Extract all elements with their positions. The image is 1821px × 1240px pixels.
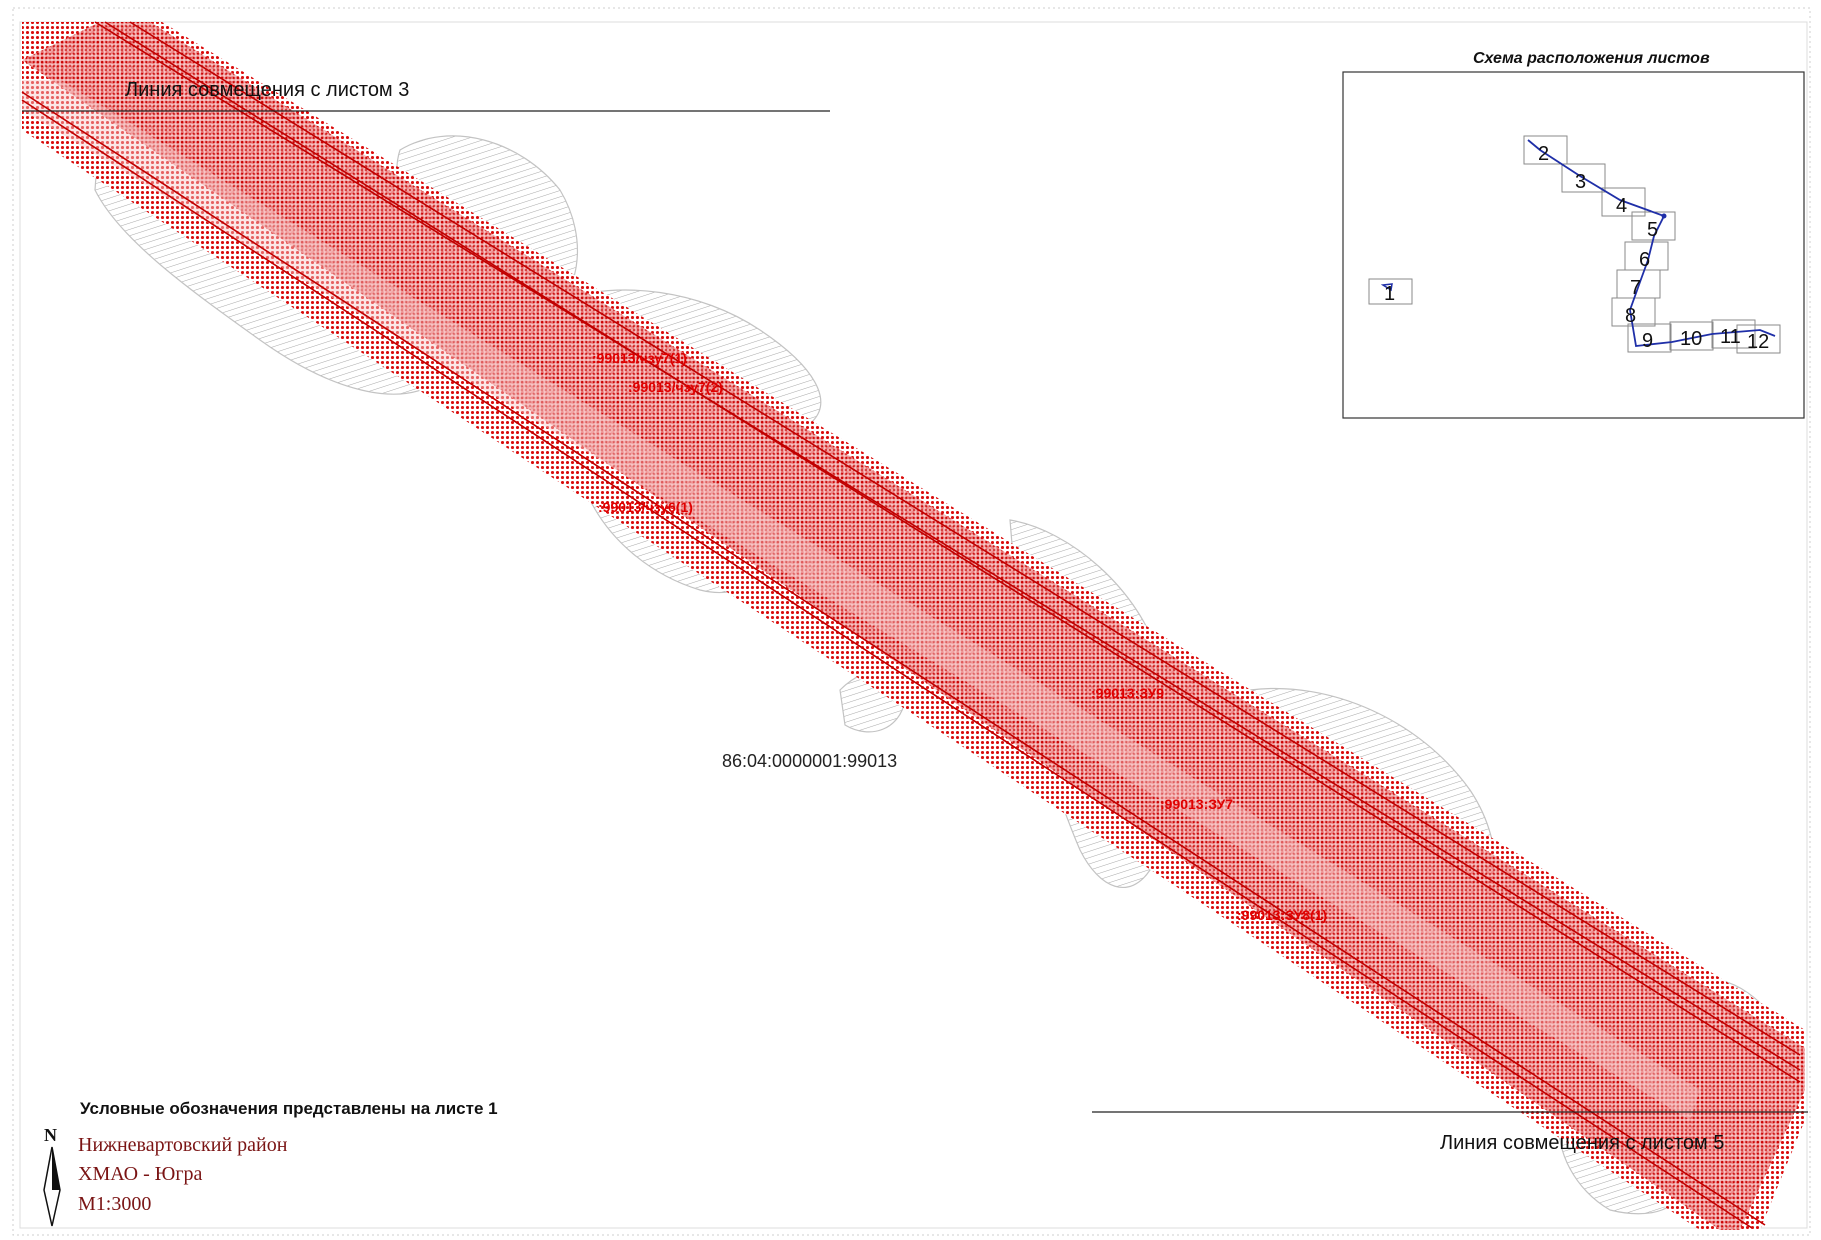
parcel-label: :99013:ЗУ8(1) — [1237, 907, 1327, 923]
sheet-number: 7 — [1630, 277, 1641, 299]
sheet-route — [1527, 139, 1776, 347]
corridor-inner-zone — [22, 22, 1805, 1230]
sheet-frame — [12, 7, 1811, 1236]
corridor-band — [21, 21, 1805, 1230]
sheet-number: 5 — [1647, 219, 1658, 241]
sheet-scheme-frame — [1342, 71, 1805, 419]
sheet-number: 8 — [1625, 305, 1636, 327]
parcel-label: :99013/чзу7(2) — [628, 379, 723, 395]
sheet-tile — [1523, 135, 1568, 165]
parcel-labels: :99013/чзу7(1) :99013/чзу7(2) :99013/чзу… — [592, 350, 1327, 923]
parcel-label: :99013/чзу7(1) — [592, 350, 687, 366]
sheet-route-spur — [1380, 283, 1393, 292]
legend-note: Условные обозначения представлены на лис… — [80, 1099, 498, 1118]
pipeline-line — [94, 21, 1801, 1071]
sheet-inner-frame — [19, 21, 1808, 1229]
parcel-label: :99013:ЗУ9 — [1091, 685, 1164, 701]
sheet-tile — [1561, 163, 1606, 193]
pipeline-line — [129, 21, 1801, 1056]
north-letter: N — [44, 1125, 57, 1145]
legend-region: ХМАО - Югра — [78, 1163, 203, 1185]
sheet-number: 10 — [1680, 328, 1702, 350]
sheet-numbers: 1 2 3 4 5 6 7 8 9 10 11 12 — [1384, 143, 1769, 353]
sheet-scheme-title: Схема расположения листов — [1473, 50, 1710, 67]
sheet-tile — [1669, 321, 1714, 351]
parcel-label: :99013:ЗУ7 — [1160, 796, 1233, 812]
sheet-number: 4 — [1616, 195, 1627, 217]
sheet-tile — [1601, 187, 1646, 217]
overlap-label-bottom: Линия совмещения с листом 5 — [1440, 1132, 1724, 1154]
cadastral-number: 86:04:0000001:99013 — [722, 751, 897, 771]
sheet-tile — [1368, 278, 1413, 305]
corridor-highlight-zone — [22, 80, 1700, 1120]
sheet-route-node — [1661, 213, 1667, 219]
sheet-number: 1 — [1384, 283, 1395, 305]
sheet-number: 12 — [1747, 331, 1769, 353]
parcel-label: :99013/чзу6(1) — [598, 499, 693, 515]
sheet-number: 2 — [1538, 143, 1549, 165]
legend-district: Нижневартовский район — [78, 1134, 288, 1156]
legend-scale: М1:3000 — [78, 1193, 151, 1215]
sheet-number: 11 — [1720, 326, 1741, 348]
pipeline-line — [104, 21, 1801, 1083]
pipeline-line — [21, 99, 1753, 1229]
overlap-label-top: Линия совмещения с листом 3 — [125, 79, 409, 101]
sheet-tile — [1736, 324, 1781, 354]
sheet-tile — [1627, 323, 1672, 353]
legend-info: Нижневартовский район ХМАО - Югра М1:300… — [78, 1134, 288, 1215]
sheet-scheme: Схема расположения листов 1 2 3 4 5 6 — [1342, 50, 1805, 419]
sheet-number: 3 — [1575, 171, 1586, 193]
north-arrow-icon: N — [43, 1125, 61, 1227]
sheet-number: 6 — [1639, 249, 1650, 271]
pipeline-line — [21, 91, 1766, 1226]
sheet-number: 9 — [1642, 330, 1653, 352]
